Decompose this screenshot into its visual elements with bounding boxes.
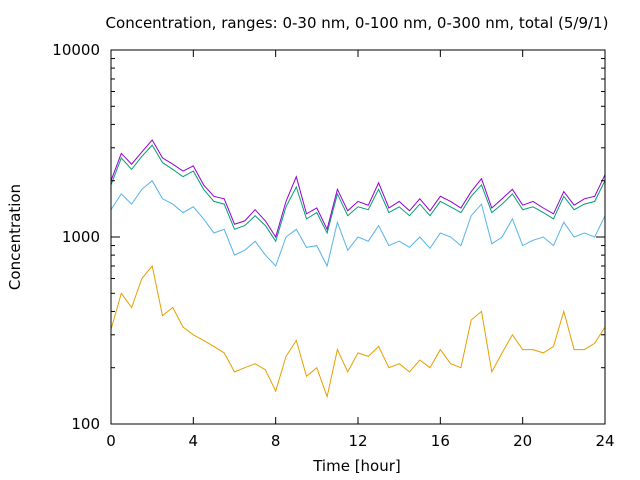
y-tick-label: 100 (71, 415, 100, 433)
series-layer (110, 139, 606, 399)
series-line-1 (110, 264, 606, 399)
x-tick-label: 16 (431, 432, 450, 450)
y-axis-label: Concentration (6, 184, 24, 290)
x-tick-label: 12 (348, 432, 367, 450)
y-tick-label: 1000 (62, 228, 100, 246)
x-tick-label: 0 (106, 432, 116, 450)
chart-title: Concentration, ranges: 0-30 nm, 0-100 nm… (106, 14, 609, 32)
y-tick-label: 10000 (52, 41, 100, 59)
plot-frame (110, 49, 606, 425)
x-axis-label: Time [hour] (312, 457, 401, 475)
series-line-3 (110, 144, 606, 243)
x-tick-label: 24 (595, 432, 614, 450)
series-line-2 (110, 179, 606, 268)
x-tick-label: 4 (189, 432, 199, 450)
x-tick-label: 20 (513, 432, 532, 450)
x-tick-label: 8 (271, 432, 281, 450)
axis-layer: 0 4 8 12 16 20 24 100 1000 10000 (52, 41, 614, 450)
series-line-4 (110, 139, 606, 239)
